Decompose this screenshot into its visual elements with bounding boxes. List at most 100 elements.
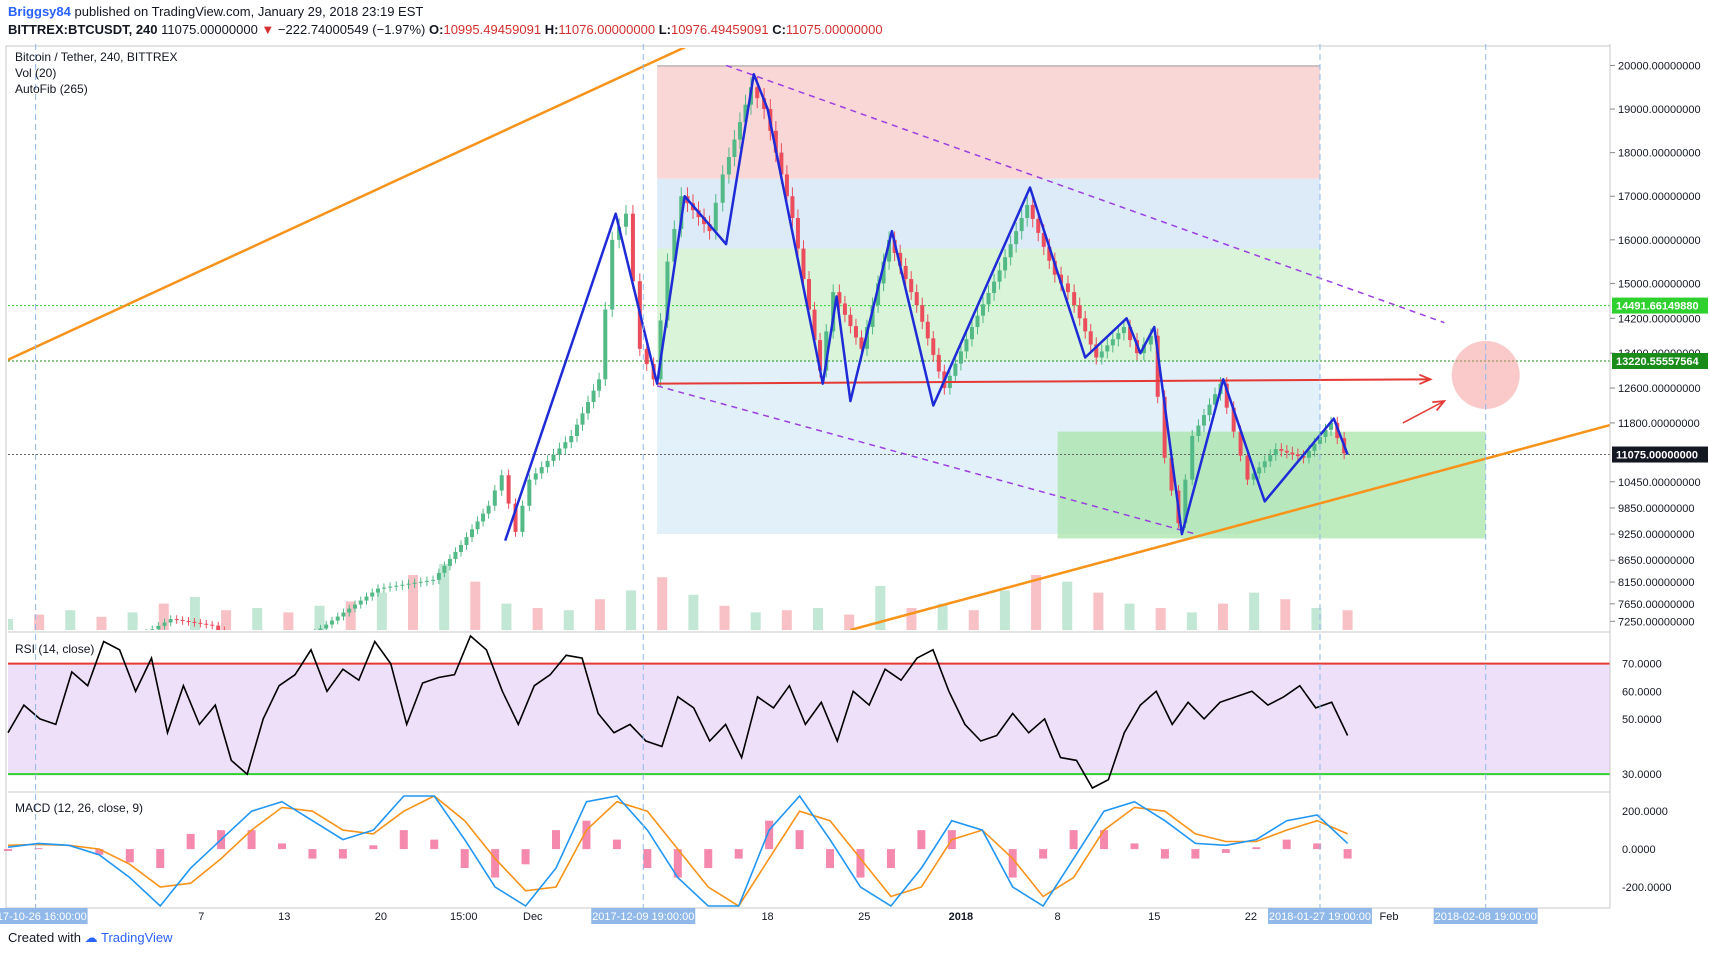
volume-bar [781, 610, 792, 630]
close-label: C: [772, 22, 786, 37]
candle-body [992, 281, 997, 294]
candle-body [624, 213, 629, 227]
candle-body [887, 239, 892, 262]
candle-body [997, 270, 1002, 282]
macd-hist-bar [247, 830, 256, 850]
time-tick-label: 15:00 [450, 911, 478, 923]
volume-bar [158, 603, 169, 630]
price-pane[interactable] [3, 44, 1610, 675]
candle-body [329, 620, 334, 625]
candle-body [586, 401, 591, 414]
volume-bar [1311, 608, 1322, 630]
volume-bar [532, 608, 543, 630]
candle-body [1290, 452, 1295, 455]
volume-bar [221, 610, 232, 630]
candle-body [1088, 331, 1093, 345]
volume-bar [1186, 612, 1197, 630]
volume-bar [563, 610, 574, 630]
candle-body [726, 156, 731, 175]
candle-body [1128, 327, 1133, 341]
author-link[interactable]: Briggsy84 [8, 4, 71, 19]
macd-hist-bar [1282, 839, 1291, 850]
candle-body [969, 327, 974, 340]
candle-body [1094, 344, 1099, 358]
time-marker-label-0: 2017-10-26 16:00:00 [0, 911, 87, 923]
rsi-pane[interactable] [7, 634, 1610, 790]
candle-body [914, 292, 919, 306]
candle-body [658, 320, 663, 380]
candle-body [1196, 425, 1201, 436]
rsi-legend: RSI (14, close) [15, 642, 94, 656]
candle-body [1207, 404, 1212, 416]
candle-body [931, 338, 936, 355]
price-tick-label: 7250.00000000 [1618, 616, 1694, 628]
volume-bar [314, 605, 325, 630]
macd-hist-bar [186, 833, 195, 850]
candle-body [1238, 431, 1243, 456]
volume-bar [1249, 592, 1260, 630]
candle-body [364, 596, 369, 601]
macd-hist-bar [795, 830, 804, 850]
volume-bar [252, 608, 263, 630]
candle-body [807, 279, 811, 310]
macd-tick-label: 200.0000 [1622, 806, 1668, 818]
red-target-line [657, 378, 1431, 385]
candle-body [388, 586, 393, 588]
macd-hist-bar [826, 849, 835, 869]
candle-body [412, 582, 417, 584]
candle-body [603, 309, 608, 380]
candle-body [1262, 461, 1267, 468]
candle-body [1025, 204, 1030, 219]
volume-bar [906, 608, 917, 630]
macd-pane[interactable] [4, 794, 1352, 908]
candle-body [442, 565, 447, 573]
candle-body [162, 622, 167, 626]
candle-body [424, 580, 429, 582]
channel-line-lower [656, 385, 1196, 535]
candle-body [156, 625, 161, 630]
candle-body [665, 261, 670, 321]
fib-zone-3 [657, 305, 1320, 362]
candle-body [818, 340, 823, 371]
tradingview-link[interactable]: TradingView [101, 930, 173, 945]
volume-bar [65, 610, 76, 630]
candle-body [580, 413, 585, 425]
candle-body [842, 303, 847, 315]
macd-hist-bar [156, 849, 165, 869]
candle-body [713, 202, 718, 232]
candle-body [545, 460, 550, 468]
candle-body [1295, 454, 1300, 457]
candle-body [506, 475, 511, 504]
ohlc-line: BITTREX:BTCUSDT, 240 11075.00000000 ▼ −2… [8, 22, 883, 37]
low-label: L: [658, 22, 671, 37]
macd-hist-bar [856, 849, 865, 878]
fib-top-line [657, 65, 1320, 67]
candle-body [324, 624, 329, 629]
candle-body [1312, 443, 1317, 451]
change-value: −222.74000549 (−1.97%) [277, 22, 426, 37]
candle-body [876, 283, 881, 306]
rsi-tick-label: 70.0000 [1622, 659, 1662, 671]
time-tick-label: 18 [761, 911, 773, 923]
candle-body [1019, 218, 1024, 232]
rsi-tick-label: 30.0000 [1622, 769, 1662, 781]
candle-body [870, 305, 875, 328]
candle-body [953, 363, 958, 376]
volume-bar [719, 605, 730, 630]
candle-body [551, 454, 556, 461]
macd-hist-bar [125, 849, 134, 863]
chart-canvas[interactable]: 20000.00000000 19000.00000000 18000.000000… [0, 44, 1710, 924]
candle-body [1231, 407, 1236, 432]
candle-body [1065, 283, 1070, 293]
candle-body [335, 616, 340, 621]
candle-body [784, 174, 789, 197]
volume-bar [999, 590, 1010, 630]
candle-body [824, 331, 829, 371]
autofib-legend: AutoFib (265) [15, 82, 88, 96]
candle-body [569, 436, 574, 443]
candle-body [341, 612, 346, 617]
macd-hist-bar [1343, 849, 1352, 859]
tradingview-logo-icon: ☁ [84, 930, 98, 945]
candle-body [1224, 383, 1229, 408]
candle-body [352, 604, 357, 609]
